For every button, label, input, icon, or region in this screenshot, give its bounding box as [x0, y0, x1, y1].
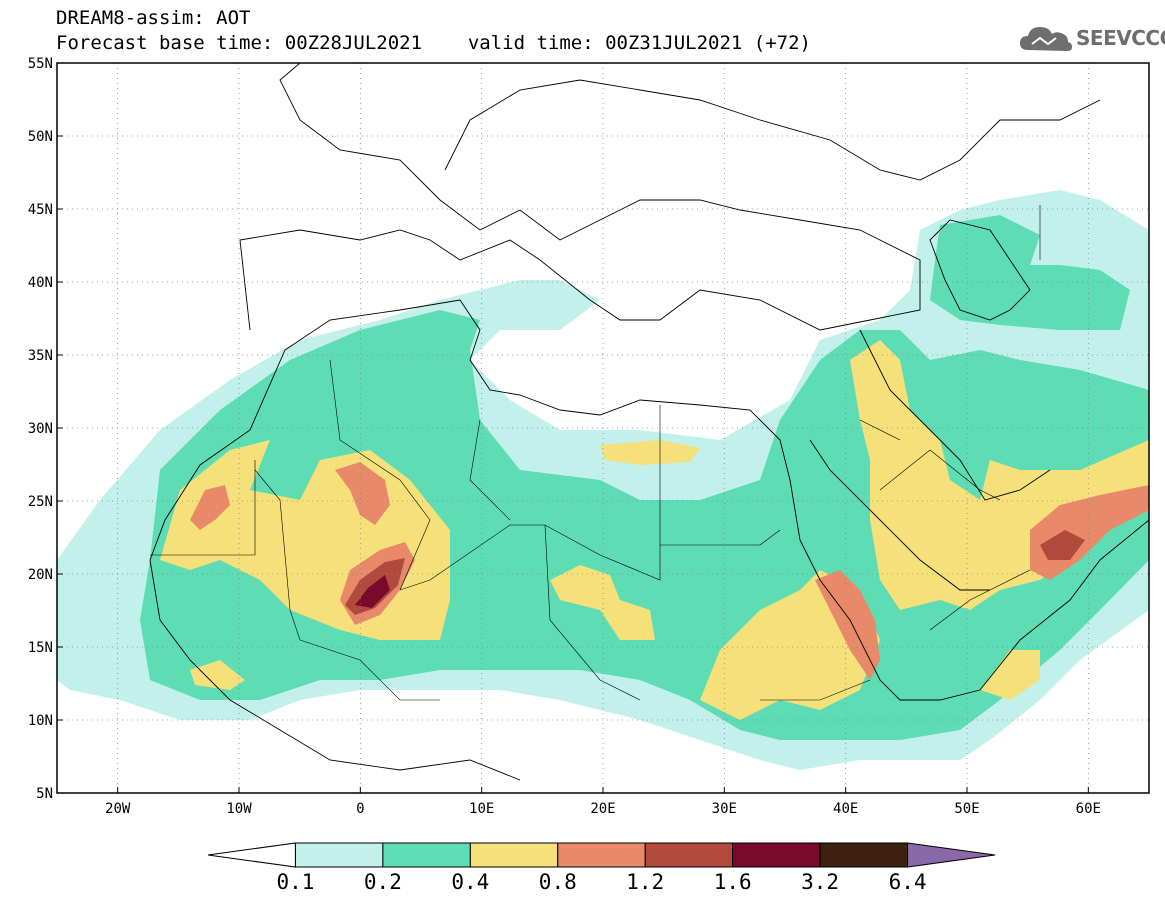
lat-tick-label: 55N [28, 56, 53, 72]
colorbar-segment [732, 842, 821, 868]
colorbar-label: 0.4 [451, 870, 490, 894]
lat-tick-label: 25N [28, 494, 53, 510]
lat-tick-label: 35N [28, 348, 53, 364]
aot-field [57, 190, 1149, 770]
aot-level-0-2-caspian [930, 215, 1130, 330]
lat-tick-label: 10N [28, 713, 53, 729]
lat-tick-label: 45N [28, 202, 53, 218]
aot-level-1-6 [355, 575, 390, 608]
cloud-icon [1020, 27, 1072, 51]
aot-level-0-4-libya [600, 440, 700, 465]
lat-tick-label: 20N [28, 567, 53, 583]
colorbar-label: 0.8 [538, 870, 577, 894]
aot-level-0-4-chad [550, 565, 655, 640]
colorbar-segment [819, 842, 909, 868]
colorbar-segment [382, 842, 471, 868]
axis-ticks: 55N 50N 45N 40N 35N 30N 25N 20N 15N 10N 5N 20W 10W 0 1… [28, 56, 1101, 817]
lon-tick-label: 20W [105, 801, 131, 817]
title-line-2: Forecast base time: 00Z28JUL2021 valid t… [56, 33, 811, 53]
lon-tick-label: 30E [712, 801, 737, 817]
colorbar-label: 1.2 [626, 870, 665, 894]
aot-level-0-4-senegal [190, 660, 245, 690]
lon-tick-label: 0 [356, 801, 364, 817]
colorbar-segment [294, 842, 384, 868]
lat-tick-label: 5N [36, 786, 53, 802]
lon-tick-label: 40E [833, 801, 858, 817]
lon-tick-label: 10E [469, 801, 494, 817]
colorbar-segment [469, 842, 559, 868]
country-borders [150, 205, 1041, 701]
colorbar-segment [207, 842, 296, 868]
lat-tick-label: 50N [28, 129, 53, 145]
aot-level-0-4-yemen [980, 650, 1040, 700]
colorbar-label: 0.1 [276, 870, 315, 894]
aot-level-0-8-maur [190, 485, 230, 530]
lat-tick-label: 15N [28, 640, 53, 656]
colorbar-label: 1.6 [713, 870, 752, 894]
base-time: Forecast base time: 00Z28JUL2021 [56, 32, 423, 54]
aot-level-0-8-algeria [335, 462, 390, 525]
title-line-1: DREAM8-assim: AOT [56, 7, 251, 29]
aot-level-0-8-eritrea [815, 570, 880, 680]
colorbar-segment [557, 842, 646, 868]
colorbar-label: 6.4 [888, 870, 927, 894]
colorbar-segment [907, 842, 996, 868]
colorbar-label: 0.2 [363, 870, 402, 894]
valid-time: valid time: 00Z31JUL2021 (+72) [467, 32, 811, 54]
lon-tick-label: 50E [954, 801, 979, 817]
coastlines [149, 63, 1149, 781]
lon-tick-label: 10W [226, 801, 252, 817]
colorbar [207, 842, 996, 868]
colorbar-label: 3.2 [801, 870, 840, 894]
lat-tick-label: 30N [28, 421, 53, 437]
aot-level-1-2-oman [1040, 530, 1085, 560]
logo-text: SEEVCCC [1076, 26, 1165, 50]
lon-tick-label: 60E [1076, 801, 1101, 817]
seevccc-logo: SEEVCCC [1018, 20, 1165, 60]
lat-tick-label: 40N [28, 275, 53, 291]
lon-tick-label: 20E [590, 801, 615, 817]
colorbar-segment [644, 842, 734, 868]
